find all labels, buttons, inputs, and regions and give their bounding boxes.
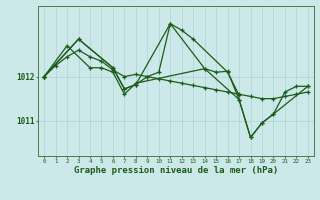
X-axis label: Graphe pression niveau de la mer (hPa): Graphe pression niveau de la mer (hPa) bbox=[74, 166, 278, 175]
